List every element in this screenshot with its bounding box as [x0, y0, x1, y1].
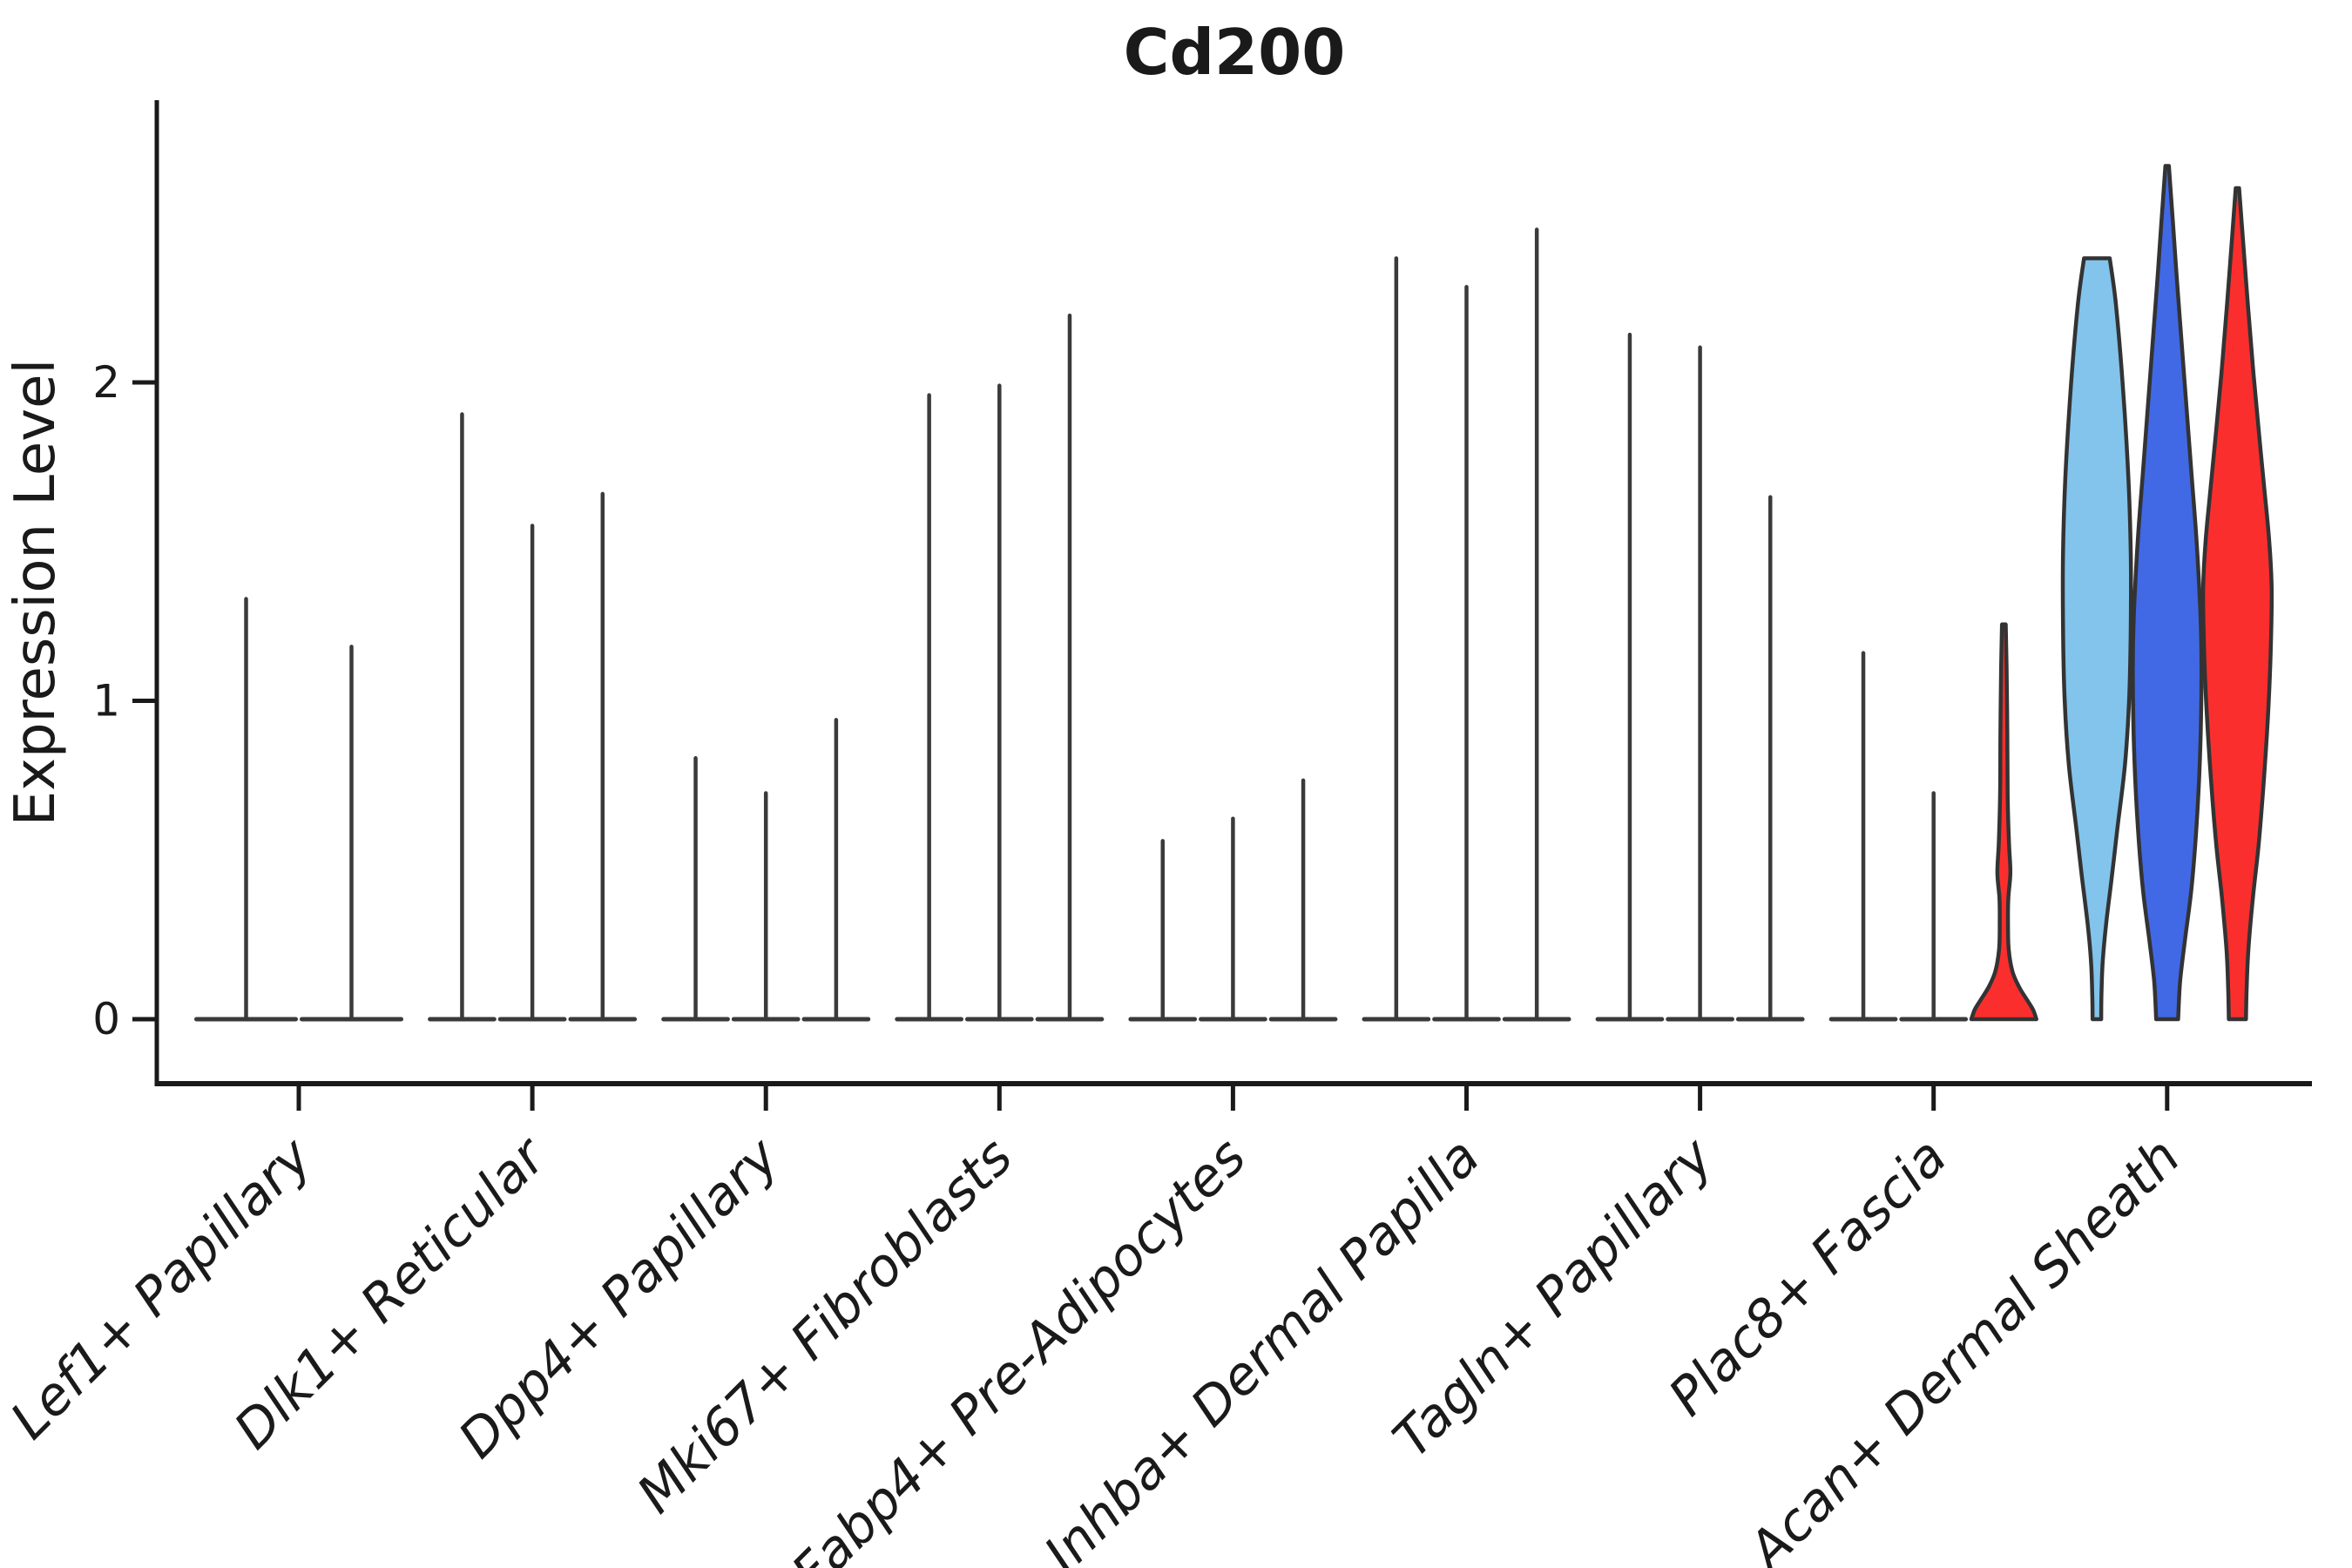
- y-tick-label: 1: [92, 676, 120, 727]
- plot-layer: [194, 164, 2274, 1022]
- y-tick-label: 2: [92, 357, 120, 408]
- chart-title: Cd200: [1124, 16, 1346, 89]
- x-tick-label: Fabp4+ Pre-Adipocytes: [781, 1126, 1258, 1568]
- y-axis-label: Expression Level: [3, 359, 68, 827]
- y-tick-label: 0: [92, 994, 120, 1044]
- x-tick-label: Acan+ Dermal Sheath: [1735, 1126, 2193, 1568]
- x-tick-label: Mki67+ Fibroblasts: [625, 1126, 1024, 1525]
- violin-density: [2200, 186, 2274, 1022]
- violin-density: [2060, 256, 2133, 1022]
- violin-density: [2131, 164, 2204, 1022]
- x-tick-label: Inhba+ Dermal Papilla: [1033, 1126, 1491, 1568]
- violin-density: [1969, 622, 2038, 1022]
